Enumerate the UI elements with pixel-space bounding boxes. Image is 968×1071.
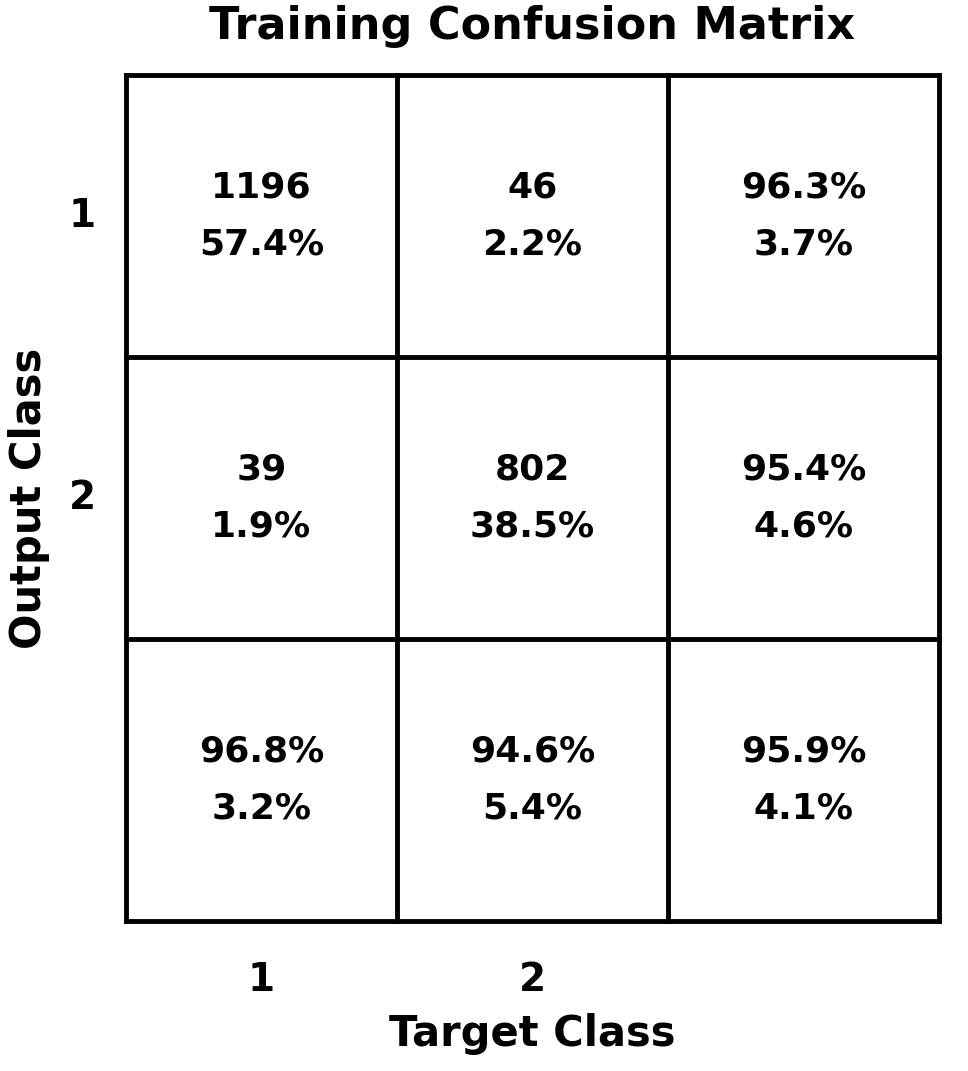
Text: Training Confusion Matrix: Training Confusion Matrix	[209, 5, 856, 48]
Text: 4.6%: 4.6%	[753, 509, 854, 543]
Text: 1196: 1196	[211, 170, 312, 205]
Text: 2.2%: 2.2%	[482, 227, 583, 261]
Text: 39: 39	[236, 453, 287, 487]
Text: 38.5%: 38.5%	[469, 509, 595, 543]
Text: 802: 802	[495, 453, 570, 487]
Text: 95.9%: 95.9%	[741, 735, 866, 769]
Text: 2: 2	[519, 961, 546, 999]
Text: 46: 46	[507, 170, 558, 205]
Text: 5.4%: 5.4%	[482, 791, 583, 826]
Text: 4.1%: 4.1%	[753, 791, 854, 826]
Text: 1: 1	[69, 197, 96, 235]
Text: Target Class: Target Class	[389, 1012, 676, 1055]
Text: 94.6%: 94.6%	[469, 735, 595, 769]
Text: 96.3%: 96.3%	[741, 170, 866, 205]
Text: 1.9%: 1.9%	[211, 509, 312, 543]
Text: 57.4%: 57.4%	[198, 227, 324, 261]
Text: 1: 1	[248, 961, 275, 999]
Text: 96.8%: 96.8%	[198, 735, 324, 769]
Text: 3.2%: 3.2%	[211, 791, 312, 826]
Text: 2: 2	[69, 479, 96, 517]
Text: 95.4%: 95.4%	[741, 453, 866, 487]
Text: Output Class: Output Class	[8, 347, 50, 649]
Text: 3.7%: 3.7%	[753, 227, 854, 261]
